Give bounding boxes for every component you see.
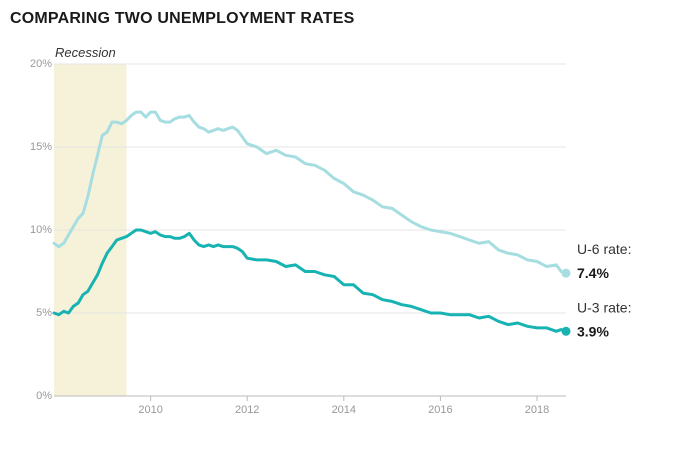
y-tick-label: 10%: [30, 224, 52, 236]
u3-last-value: 3.9%: [577, 323, 609, 339]
y-tick-label: 20%: [30, 58, 52, 70]
x-tick-label: 2014: [332, 404, 356, 416]
u3-end-point: [561, 326, 571, 336]
y-tick-label: 15%: [30, 141, 52, 153]
end-labels: U-6 rate: 7.4% U-3 rate: 3.9%: [577, 241, 631, 339]
x-tick-label: 2016: [428, 404, 452, 416]
u6-series-name: U-6 rate:: [577, 241, 631, 257]
grid: [54, 63, 566, 397]
u6-last-value: 7.4%: [577, 265, 609, 281]
u3-series-line: [52, 228, 568, 333]
x-tick-label: 2012: [235, 404, 259, 416]
recession-label: Recession: [55, 45, 116, 60]
y-tick-label: 5%: [36, 307, 52, 319]
x-tick-label: 2010: [138, 404, 162, 416]
u6-end-point: [561, 268, 571, 278]
u3-series-name: U-3 rate:: [577, 299, 631, 315]
x-tick-label: 2018: [525, 404, 549, 416]
series-lines: [52, 110, 571, 336]
x-axis: 2010 2012 2014 2016 2018: [138, 396, 549, 416]
u6-series-line: [52, 110, 568, 275]
y-tick-label: 0%: [36, 390, 52, 402]
chart-title: COMPARING TWO UNEMPLOYMENT RATES: [10, 10, 355, 27]
y-axis: 0% 5% 10% 15% 20%: [30, 58, 52, 402]
